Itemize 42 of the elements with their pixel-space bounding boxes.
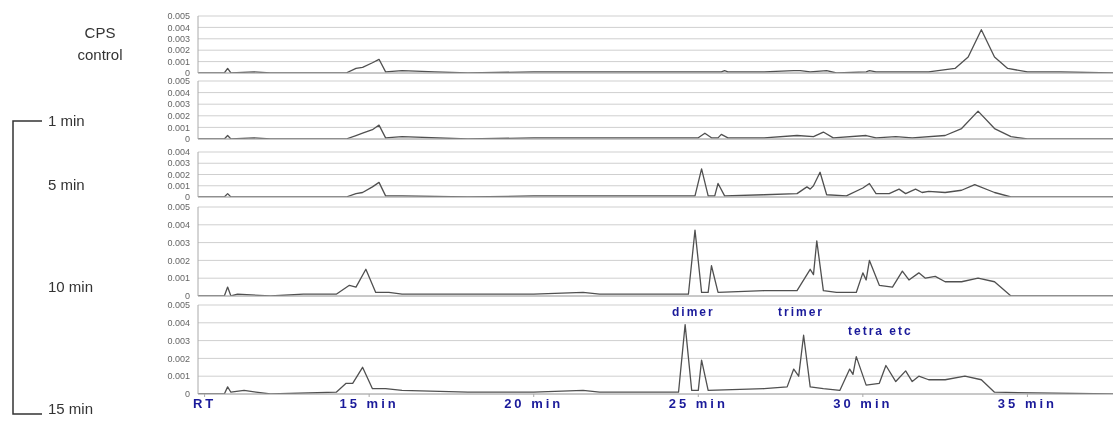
x-tick-label: RT — [192, 396, 217, 412]
y-tick-label: 0.003 — [167, 237, 190, 248]
y-tick-label: 0 — [184, 291, 190, 302]
y-tick-label: 0.002 — [167, 169, 190, 180]
y-tick-label: 0.003 — [167, 99, 190, 110]
y-tick-label: 0.002 — [167, 255, 190, 266]
y-tick-label: 0.002 — [167, 353, 190, 364]
x-tick-label: 35 min — [997, 396, 1058, 412]
x-tick-label: 30 min — [833, 396, 893, 412]
y-tick-label: 0.004 — [167, 219, 190, 230]
annotation: trimer — [778, 305, 825, 319]
y-tick-label: 0.003 — [167, 335, 190, 346]
text: CPS control — [76, 23, 124, 65]
y-tick-label: 0.001 — [167, 180, 190, 191]
annotation: dimer — [672, 305, 715, 319]
y-tick-label: 0.005 — [167, 202, 190, 213]
y-tick-label: 0.002 — [167, 45, 190, 56]
y-tick-label: 0.003 — [167, 158, 190, 169]
y-tick-label: 0.005 — [167, 11, 190, 22]
y-tick-label: 0.004 — [167, 317, 190, 328]
y-tick-label: 0.004 — [167, 22, 190, 33]
y-tick-label: 0.001 — [167, 122, 190, 133]
y-tick-label: 0.004 — [167, 87, 190, 98]
y-tick-label: 0.001 — [167, 371, 190, 382]
y-tick-label: 0.005 — [167, 300, 190, 311]
y-tick-label: 0.002 — [167, 110, 190, 121]
x-tick-label: 25 min — [668, 396, 728, 412]
y-tick-label: 0.001 — [167, 56, 190, 67]
x-tick-label: 20 min — [504, 396, 564, 412]
y-tick-label: 0 — [184, 389, 190, 400]
text: 10 min — [48, 277, 95, 297]
annotation: tetra etc — [848, 324, 913, 338]
y-tick-label: 0 — [184, 134, 190, 145]
y-tick-label: 0.004 — [167, 147, 190, 158]
y-tick-label: 0.001 — [167, 273, 190, 284]
y-tick-label: 0.003 — [167, 33, 190, 44]
text: 1 min — [48, 111, 86, 131]
y-tick-label: 0 — [184, 68, 190, 79]
text: 5 min — [48, 175, 86, 195]
y-tick-label: 0.005 — [167, 76, 190, 87]
y-tick-label: 0 — [184, 192, 190, 203]
x-tick-label: 15 min — [339, 396, 399, 412]
